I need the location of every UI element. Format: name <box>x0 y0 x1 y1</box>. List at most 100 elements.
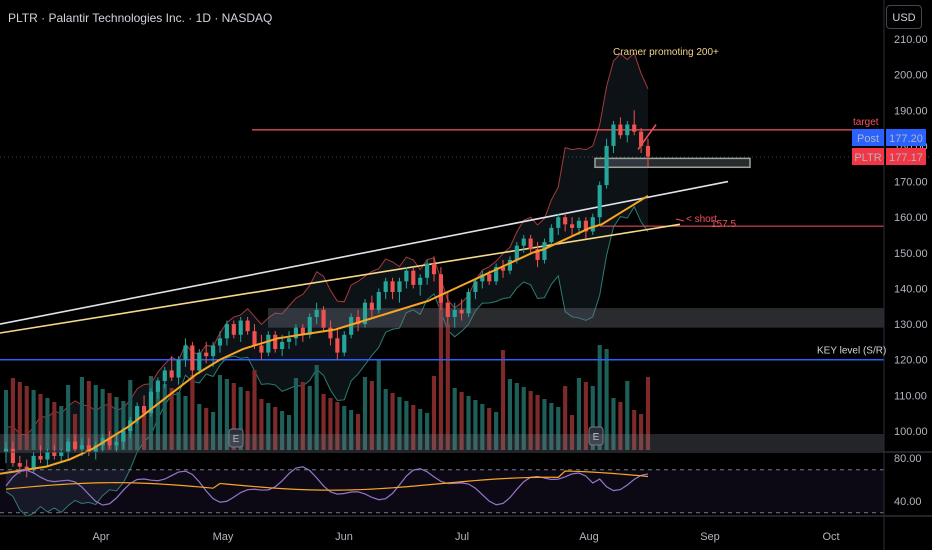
volume-bar <box>404 401 409 450</box>
x-tick-label: May <box>213 531 234 543</box>
lower-zone <box>0 434 884 451</box>
volume-bar <box>31 390 36 450</box>
volume-bar <box>93 385 98 450</box>
candle-body <box>224 324 229 339</box>
candle-body <box>597 185 602 218</box>
trendline-yellow[interactable] <box>0 223 681 334</box>
candle <box>321 306 326 332</box>
candle-body <box>162 370 167 382</box>
candle <box>355 309 361 332</box>
candle <box>300 324 305 342</box>
volume-bar <box>473 400 478 450</box>
candle-body <box>466 292 471 314</box>
candle-body <box>190 345 195 371</box>
candle-body <box>459 309 464 314</box>
earnings-marker[interactable]: E <box>588 426 604 446</box>
candle-body <box>328 327 333 339</box>
volume-bar <box>521 387 526 450</box>
volume-bar <box>59 406 64 450</box>
candle-body <box>321 309 326 328</box>
trendline-white[interactable] <box>0 180 729 325</box>
volume-bar <box>141 413 147 450</box>
volume-bar <box>121 401 126 450</box>
candle-body <box>500 267 506 271</box>
candle <box>190 341 195 378</box>
x-tick-label: Jun <box>335 531 353 543</box>
y-tick-label: 170.00 <box>894 177 928 189</box>
volume-bar <box>625 381 630 450</box>
volume-bar <box>452 388 457 450</box>
candle-body <box>418 277 423 285</box>
candle-body <box>604 145 609 186</box>
volume-bar <box>79 377 85 450</box>
candle <box>224 320 229 346</box>
volume-bar <box>569 415 575 450</box>
volume-bar <box>266 403 271 450</box>
rsi-ma-line <box>5 470 649 491</box>
candle-body <box>431 263 437 275</box>
candle-body <box>487 274 492 282</box>
volume-bar <box>556 407 561 450</box>
candle <box>86 438 91 456</box>
candle-body <box>79 445 85 449</box>
short-arrow <box>675 218 685 222</box>
volume-bar <box>335 402 340 450</box>
candle-body <box>266 334 271 353</box>
candle-body <box>411 270 416 285</box>
volume-bar <box>273 407 278 450</box>
volume-bar <box>100 389 105 450</box>
candle-body <box>107 438 112 446</box>
chart-title: PLTR · Palantir Technologies Inc. · 1D ·… <box>8 11 273 25</box>
volume-bar <box>224 379 229 450</box>
volume-bar <box>314 365 319 450</box>
volume-bar <box>45 398 50 450</box>
x-tick-label: Oct <box>822 531 839 543</box>
volume-bar <box>349 410 354 450</box>
support-zone <box>268 308 884 328</box>
candle <box>418 274 423 296</box>
candle <box>542 238 547 264</box>
volume-bar <box>52 402 57 450</box>
candle-body <box>293 327 299 339</box>
currency-button[interactable]: USD <box>886 5 922 29</box>
annotation-cramer: Cramer promoting 200+ <box>613 47 719 58</box>
volume-bar <box>618 402 623 450</box>
candle <box>10 441 15 467</box>
candle-body <box>528 238 533 250</box>
volume-bar <box>542 399 547 450</box>
candle <box>342 331 347 357</box>
candle-body <box>556 217 561 228</box>
volume-bar <box>66 385 71 450</box>
bollinger-lower-line <box>5 205 649 517</box>
candle <box>217 331 223 353</box>
candle <box>38 445 43 464</box>
bollinger-upper-line <box>5 52 649 436</box>
candle <box>459 299 464 321</box>
candle-body <box>300 327 305 335</box>
x-tick-label: Aug <box>579 531 599 543</box>
volume-bar <box>24 386 29 450</box>
volume-bar <box>342 406 347 450</box>
last-tag-text: PLTR <box>854 152 881 164</box>
volume-bar <box>466 396 471 450</box>
volume-bar <box>183 396 188 450</box>
candle <box>404 267 409 289</box>
volume-bar <box>445 324 450 450</box>
volume-bar <box>114 397 119 450</box>
earnings-marker[interactable]: E <box>228 428 244 448</box>
candle-body <box>169 370 174 378</box>
candle-body <box>155 381 160 392</box>
volume-bar <box>17 382 22 450</box>
candle <box>286 331 292 350</box>
earnings-icon: E <box>233 434 240 445</box>
candle <box>549 224 554 246</box>
y-tick-label: 190.00 <box>894 105 928 117</box>
candle-body <box>563 217 568 225</box>
volume-bar <box>169 388 174 450</box>
rsi-band <box>0 469 884 513</box>
last-price-label[interactable]: PLTR 177.17 <box>852 148 926 165</box>
post-price-label[interactable]: Post 177.20 <box>852 129 926 146</box>
rsi-tick-label: 40.00 <box>894 496 922 508</box>
candle-body <box>521 238 526 246</box>
